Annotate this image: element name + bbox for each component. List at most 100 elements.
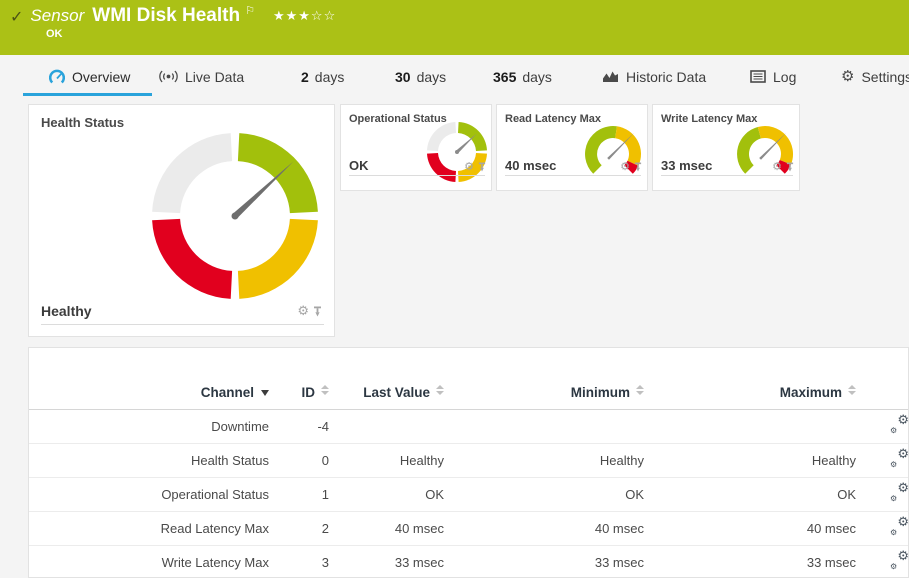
sensor-header-line: ✓ Sensor WMI Disk Health ⚐ ★★★☆☆ [10,3,337,27]
panel-gear-icon[interactable]: ⚙ [772,160,782,173]
pin-icon[interactable] [634,162,642,172]
table-header-row: Channel ID Last Value Minimum Maximum [29,375,908,410]
cell-maximum: 40 msec [806,521,856,536]
column-header-id[interactable]: ID [269,375,329,410]
panel-gear-icon[interactable]: ⚙ [297,304,309,319]
gauge-segment-green [585,126,617,174]
gauge-needle [232,161,294,219]
object-kind-label: Sensor [30,6,85,25]
cell-last-value: Healthy [399,453,444,468]
panel-gear-icon[interactable]: ⚙ [464,160,474,173]
table-row: Downtime -4 ⚙ ⚙ [29,410,908,444]
gauge-segment-red [427,153,456,182]
flag-icon[interactable]: ⚐ [245,3,255,17]
gear-icon-small: ⚙ [890,527,898,537]
column-header-minimum[interactable]: Minimum [444,375,644,410]
tab-settings[interactable]: ⚙ Settings [841,60,909,93]
tab-live-data[interactable]: Live Data [159,60,244,93]
panel-read-latency-max: Read Latency Max 40 msec ⚙ [496,104,648,191]
panel-gear-icon[interactable]: ⚙ [620,160,630,173]
gear-icon-small: ⚙ [890,459,898,469]
tab-365-days-number: 365 [493,68,517,85]
read-latency-gauge [585,126,641,174]
channel-settings-icon[interactable]: ⚙ ⚙ [890,446,909,469]
cell-channel: Health Status [190,453,269,468]
gauge-segment-red [624,160,639,174]
cell-minimum: Healthy [599,453,644,468]
sensor-header: ✓ Sensor WMI Disk Health ⚐ ★★★☆☆ OK [0,0,909,55]
pin-icon[interactable] [786,162,794,172]
value-underline [41,324,324,325]
gear-icon-small: ⚙ [890,561,898,571]
health-status-title: Health Status [41,115,125,130]
gear-icon: ⚙ [897,548,909,564]
write-latency-value: 33 msec [661,158,713,173]
write-latency-gauge [737,126,794,174]
tab-overview[interactable]: Overview [23,60,152,96]
broadcast-icon [159,69,178,84]
gauge-segment-green [458,122,487,151]
gauge-segment-gray [152,133,233,214]
tab-log[interactable]: Log [750,60,796,93]
cell-channel: Write Latency Max [161,555,269,570]
gauge-needle [607,132,635,160]
tab-30-days-number: 30 [395,68,411,85]
column-header-last-value[interactable]: Last Value [329,375,444,410]
gauge-segment-green [237,133,318,214]
sort-icon [636,384,644,395]
cell-minimum: 33 msec [594,555,644,570]
gauge-segment-gray [427,122,456,151]
tab-settings-label: Settings [861,68,909,85]
operational-status-title: Operational Status [349,113,447,125]
sensor-title: WMI Disk Health [92,5,241,26]
write-latency-title: Write Latency Max [661,113,758,125]
tab-historic-data[interactable]: Historic Data [602,60,706,93]
tab-365-days[interactable]: 365 days [493,60,552,93]
health-status-value: Healthy [41,303,92,319]
gauge-segment-yellow [757,126,794,165]
panel-write-latency-max: Write Latency Max 33 msec ⚙ [652,104,800,191]
tab-2-days-label: days [314,68,345,85]
gauge-needle [455,133,477,154]
table-row: Write Latency Max 3 33 msec 33 msec 33 m… [29,546,909,578]
cell-minimum [444,410,644,444]
gauge-segment-yellow [615,126,641,166]
gauge-needle [759,132,787,160]
gear-icon: ⚙ [897,446,909,462]
panel-channels-table: Channel ID Last Value Minimum Maximum [28,347,909,578]
column-header-minimum-label: Minimum [570,384,630,400]
priority-stars[interactable]: ★★★☆☆ [272,8,337,24]
column-header-last-value-label: Last Value [363,384,430,400]
sensor-status-badge: OK [46,28,63,40]
cell-last-value: OK [425,487,444,502]
channel-settings-icon[interactable]: ⚙ ⚙ [890,516,908,537]
channel-settings-icon[interactable]: ⚙ ⚙ [890,414,908,435]
status-check-icon: ✓ [10,6,24,26]
gear-icon: ⚙ [841,67,855,85]
channels-table: Channel ID Last Value Minimum Maximum [29,375,909,578]
panel-health-status: Health Status Healthy ⚙ [28,104,335,337]
channel-settings-icon[interactable]: ⚙ ⚙ [890,548,909,571]
column-header-channel[interactable]: Channel [29,375,269,410]
gauge-segment-yellow [458,153,487,182]
cell-maximum: 33 msec [806,555,856,570]
gear-icon: ⚙ [897,480,909,496]
value-underline [661,175,793,176]
pin-icon[interactable] [313,306,322,317]
tab-30-days[interactable]: 30 days [395,60,446,93]
cell-minimum: OK [625,487,644,502]
pin-icon[interactable] [478,162,486,172]
column-header-id-label: ID [301,384,316,400]
log-list-icon [750,70,766,83]
cell-maximum: OK [837,487,856,502]
tab-30-days-label: days [416,68,447,85]
tab-2-days-number: 2 [301,68,309,85]
tab-2-days[interactable]: 2 days [301,60,344,93]
column-header-maximum[interactable]: Maximum [644,375,856,410]
operational-status-gauge [427,122,487,182]
table-row: Operational Status 1 OK OK OK ⚙ ⚙ [29,478,909,512]
cell-maximum: Healthy [811,453,856,468]
channel-settings-icon[interactable]: ⚙ ⚙ [890,480,909,503]
table-row: Health Status 0 Healthy Healthy Healthy … [29,444,909,478]
